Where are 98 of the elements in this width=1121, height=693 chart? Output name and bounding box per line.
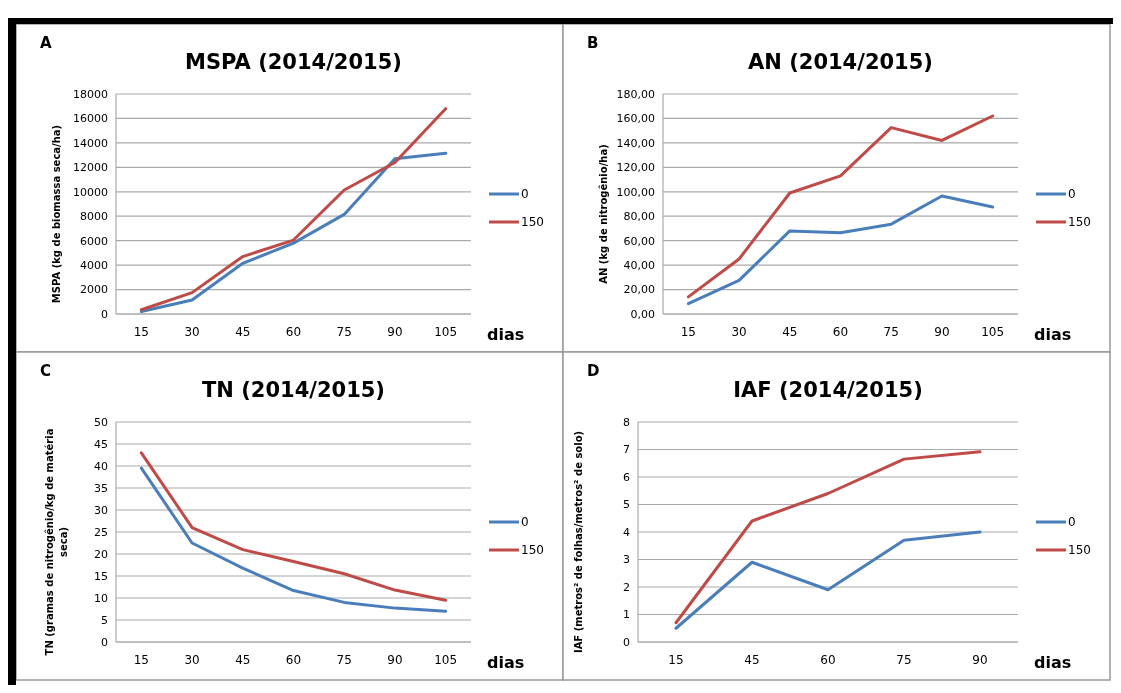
line-series [686, 194, 995, 306]
legend-label: 150 [1068, 215, 1091, 230]
chart-title: AN (2014/2015) [748, 50, 933, 74]
line-series [686, 114, 995, 299]
x-tick-label: 15 [668, 653, 684, 667]
x-tick-label: 60 [820, 653, 836, 667]
x-tick-label: 75 [336, 325, 352, 339]
y-tick-label: 8000 [80, 210, 108, 224]
text: A [40, 34, 52, 52]
x-tick-label: 15 [133, 653, 149, 667]
legend-label: 150 [1068, 543, 1091, 558]
x-tick-label: 75 [883, 325, 899, 339]
x-tick-label: 90 [387, 653, 403, 667]
y-tick-label: 0 [101, 635, 108, 649]
x-tick-label: 60 [285, 325, 302, 339]
x-axis-title: dias [1034, 653, 1072, 672]
y-tick-label: 12000 [73, 161, 108, 175]
y-tick-label: 4 [623, 525, 630, 539]
x-tick-label: 30 [184, 653, 200, 667]
y-tick-label: 180,00 [616, 87, 655, 101]
line-series [139, 466, 448, 613]
x-tick-label: 90 [387, 325, 403, 339]
line-series [674, 450, 982, 625]
y-axis-title: AN (kg de nitrogênio/ha) [598, 144, 609, 284]
y-tick-label: 5 [101, 613, 108, 627]
y-tick-label: 140,00 [616, 136, 655, 150]
y-tick-label: 16000 [73, 112, 108, 126]
y-tick-label: 4000 [80, 258, 108, 272]
y-tick-label: 14000 [73, 136, 108, 150]
legend-label: 150 [521, 215, 544, 230]
y-tick-label: 60,00 [623, 234, 655, 248]
y-tick-label: 120,00 [616, 161, 655, 175]
text: C [40, 362, 52, 380]
chart-title: MSPA (2014/2015) [185, 50, 402, 74]
y-tick-label: 10 [94, 591, 108, 605]
y-tick-label: 45 [94, 437, 108, 451]
y-tick-label: 40,00 [623, 258, 655, 272]
legend-label: 0 [1068, 515, 1076, 530]
x-tick-label: 15 [133, 325, 149, 339]
x-tick-label: 30 [731, 325, 747, 339]
line-series [139, 451, 448, 602]
text: D [587, 362, 600, 380]
y-tick-label: 35 [94, 481, 108, 495]
y-tick-label: 25 [94, 525, 108, 539]
y-tick-label: 40 [94, 459, 108, 473]
x-tick-label: 105 [981, 325, 1005, 339]
y-tick-label: 30 [94, 503, 108, 517]
y-tick-label: 1 [623, 608, 630, 622]
y-tick-label: 2 [623, 580, 630, 594]
line-series [139, 151, 448, 314]
y-axis-title: MSPA (kg de biomassa seca/ha) [51, 124, 62, 304]
x-tick-label: 45 [235, 653, 251, 667]
x-tick-label: 45 [235, 325, 251, 339]
y-tick-label: 6 [623, 470, 630, 484]
y-tick-label: 20 [94, 547, 108, 561]
x-axis-title: dias [1034, 325, 1072, 344]
y-tick-label: 100,00 [616, 185, 655, 199]
x-tick-label: 15 [680, 325, 696, 339]
x-tick-label: 105 [434, 325, 458, 339]
y-tick-label: 5 [623, 498, 630, 512]
x-tick-label: 75 [896, 653, 912, 667]
y-tick-label: 0 [623, 635, 630, 649]
y-tick-label: 20,00 [623, 283, 655, 297]
y-tick-label: 15 [94, 569, 108, 583]
y-tick-label: 8 [623, 415, 630, 429]
x-axis-title: dias [487, 653, 525, 672]
legend-label: 0 [521, 187, 529, 202]
legend-label: 0 [1068, 187, 1076, 202]
y-tick-label: 0,00 [630, 307, 655, 321]
x-tick-label: 45 [744, 653, 760, 667]
y-tick-label: 80,00 [623, 210, 655, 224]
x-tick-label: 30 [184, 325, 200, 339]
y-tick-label: 3 [623, 553, 630, 567]
y-tick-label: 18000 [73, 87, 108, 101]
x-tick-label: 45 [782, 325, 798, 339]
legend-label: 0 [521, 515, 529, 530]
chart-title: IAF (2014/2015) [733, 378, 923, 402]
chart-title: TN (2014/2015) [202, 378, 385, 402]
line-series [674, 530, 982, 630]
y-axis-title: TN (gramas de nitrogênio/kg de matéria seca) [44, 428, 69, 656]
x-tick-label: 105 [434, 653, 458, 667]
y-tick-label: 0 [101, 307, 108, 321]
y-tick-label: 7 [623, 443, 630, 457]
x-tick-label: 90 [972, 653, 988, 667]
y-tick-label: 10000 [73, 185, 108, 199]
x-tick-label: 60 [285, 653, 302, 667]
y-axis-title: IAF (metros² de folhas/metros² de solo) [573, 430, 584, 654]
line-series [139, 107, 448, 312]
x-tick-label: 90 [934, 325, 950, 339]
x-axis-title: dias [487, 325, 525, 344]
x-tick-label: 75 [336, 653, 352, 667]
x-tick-label: 60 [832, 325, 849, 339]
y-tick-label: 160,00 [616, 112, 655, 126]
y-tick-label: 6000 [80, 234, 108, 248]
y-tick-label: 2000 [80, 283, 108, 297]
text: B [587, 34, 599, 52]
y-tick-label: 50 [94, 415, 108, 429]
legend-label: 150 [521, 543, 544, 558]
